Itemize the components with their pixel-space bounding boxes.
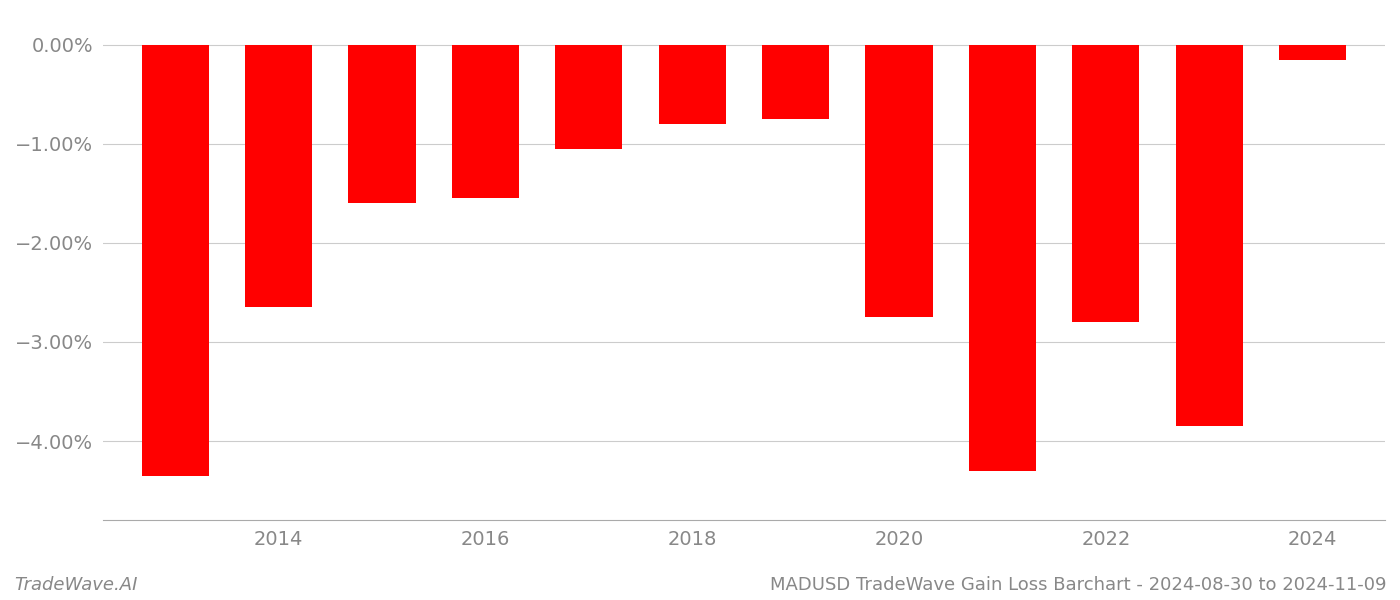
Bar — [245, 45, 312, 307]
Text: TradeWave.AI: TradeWave.AI — [14, 576, 137, 594]
Bar — [556, 45, 623, 149]
Bar — [865, 45, 932, 317]
Bar — [658, 45, 725, 124]
Bar — [762, 45, 829, 119]
Bar — [452, 45, 519, 198]
Bar — [1176, 45, 1243, 426]
Bar — [1280, 45, 1347, 59]
Bar — [969, 45, 1036, 471]
Bar — [1072, 45, 1140, 322]
Bar — [141, 45, 209, 476]
Bar — [349, 45, 416, 203]
Text: MADUSD TradeWave Gain Loss Barchart - 2024-08-30 to 2024-11-09: MADUSD TradeWave Gain Loss Barchart - 20… — [770, 576, 1386, 594]
